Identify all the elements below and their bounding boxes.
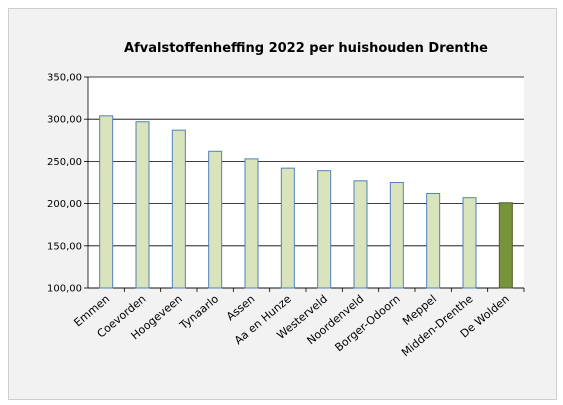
y-tick-label: 250,00 [47,157,82,168]
bar-midden-drenthe [462,197,477,289]
y-tick-label: 350,00 [47,73,82,84]
bar-coevorden [135,121,150,289]
category-label: Borger-Odoorn [332,292,402,354]
plot-background [88,77,524,288]
category-label: Tynaarlo [177,292,222,333]
bar-noordenveld [353,180,368,289]
bar-assen [244,158,259,289]
y-tick-label: 200,00 [47,199,82,210]
bar-westerveld [317,170,332,289]
bar-meppel [426,192,441,289]
y-tick-label: 100,00 [47,284,82,295]
bar-hoogeveen [171,129,186,289]
y-tick-label: 300,00 [47,115,82,126]
bar-emmen [99,115,114,289]
chart-title: Afvalstoffenheffing 2022 per huishouden … [124,41,488,56]
y-tick-label: 150,00 [47,241,82,252]
bar-aa-en-hunze [280,167,295,289]
category-label: Assen [224,292,257,323]
bar-borger-odoorn [389,182,404,289]
bar-tynaarlo [208,150,223,289]
plot-area: 100,00150,00200,00250,00300,00350,00Emme… [47,73,525,359]
bar-de-wolden [498,202,513,289]
